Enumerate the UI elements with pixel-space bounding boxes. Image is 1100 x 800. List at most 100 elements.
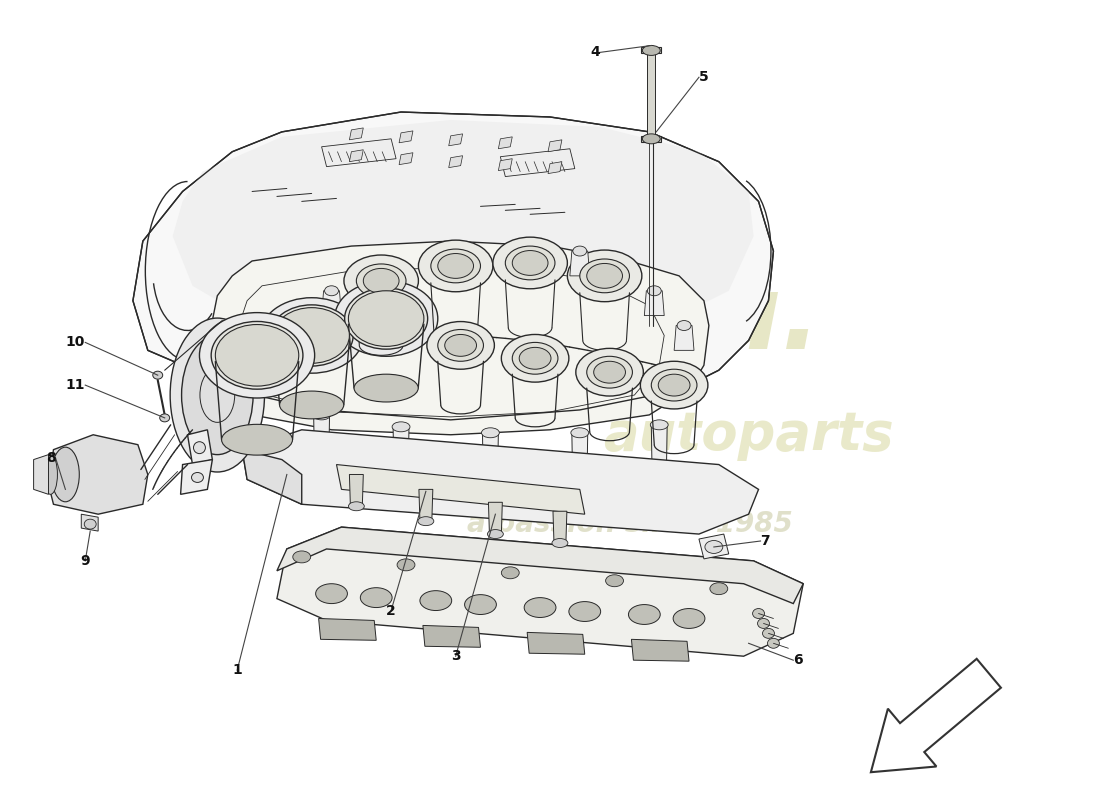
Polygon shape [393,427,409,486]
Polygon shape [277,527,803,656]
Polygon shape [698,534,728,559]
Ellipse shape [571,428,588,438]
Ellipse shape [153,371,163,379]
Ellipse shape [170,318,264,472]
Polygon shape [631,639,689,661]
Polygon shape [180,459,212,494]
Ellipse shape [505,246,556,280]
Ellipse shape [418,240,493,292]
Polygon shape [641,136,661,142]
Ellipse shape [397,559,415,571]
Polygon shape [871,659,1001,772]
Ellipse shape [552,538,568,547]
Polygon shape [553,511,566,543]
Text: e.u.: e.u. [597,270,821,371]
Ellipse shape [464,594,496,614]
Ellipse shape [316,584,348,603]
Polygon shape [570,251,590,276]
Polygon shape [651,425,668,485]
Text: 1: 1 [232,663,242,677]
Ellipse shape [640,362,708,409]
Ellipse shape [606,574,624,586]
Ellipse shape [274,308,350,363]
Ellipse shape [586,356,632,388]
Ellipse shape [344,288,428,349]
Ellipse shape [569,602,601,622]
Ellipse shape [420,590,452,610]
Ellipse shape [431,249,481,283]
Polygon shape [133,112,773,420]
Polygon shape [647,53,656,142]
Ellipse shape [502,334,569,382]
Polygon shape [645,290,664,315]
Ellipse shape [312,410,330,420]
Polygon shape [319,618,376,640]
Polygon shape [498,137,513,149]
Polygon shape [449,156,463,168]
Ellipse shape [279,391,343,419]
Ellipse shape [245,326,258,335]
Ellipse shape [513,342,558,374]
Ellipse shape [444,334,476,356]
Ellipse shape [85,519,96,529]
Polygon shape [527,632,585,654]
Polygon shape [34,454,48,494]
Ellipse shape [199,313,315,398]
Polygon shape [399,131,412,142]
Polygon shape [277,527,803,603]
Text: 4: 4 [590,46,600,59]
Ellipse shape [160,414,169,422]
Polygon shape [449,134,463,146]
Ellipse shape [260,298,363,373]
Ellipse shape [44,454,57,494]
Text: 7: 7 [760,534,770,548]
Polygon shape [314,415,330,474]
Text: 8: 8 [46,450,55,465]
Text: 11: 11 [66,378,86,392]
Ellipse shape [710,582,728,594]
Text: a passion since 1985: a passion since 1985 [466,510,792,538]
Ellipse shape [418,517,433,526]
Polygon shape [321,139,396,166]
Ellipse shape [344,255,418,306]
Ellipse shape [349,290,424,346]
Ellipse shape [52,447,79,502]
Ellipse shape [211,322,303,389]
Polygon shape [173,120,754,346]
Ellipse shape [363,269,399,294]
Polygon shape [500,149,575,177]
Ellipse shape [221,424,293,455]
Ellipse shape [427,322,494,370]
Ellipse shape [271,305,353,366]
Text: 9: 9 [80,554,90,568]
Text: 5: 5 [698,70,708,84]
Polygon shape [337,465,585,514]
Polygon shape [548,140,562,152]
Polygon shape [350,150,363,162]
Polygon shape [498,158,513,170]
Polygon shape [488,502,503,534]
Ellipse shape [651,370,697,401]
Polygon shape [422,626,481,647]
Ellipse shape [334,281,438,356]
Ellipse shape [568,250,642,302]
Ellipse shape [191,473,204,482]
Ellipse shape [678,321,691,330]
Ellipse shape [658,374,690,396]
Ellipse shape [216,325,299,386]
Ellipse shape [647,286,661,296]
Ellipse shape [642,46,660,55]
Ellipse shape [705,541,723,554]
Text: autoparts: autoparts [603,409,894,461]
Ellipse shape [502,567,519,578]
Ellipse shape [762,629,774,638]
Polygon shape [242,330,262,355]
Ellipse shape [642,134,660,144]
Polygon shape [674,326,694,350]
Ellipse shape [758,618,770,629]
Ellipse shape [519,347,551,370]
Polygon shape [572,433,587,492]
Polygon shape [242,430,759,534]
Ellipse shape [573,246,586,256]
Ellipse shape [487,530,504,538]
